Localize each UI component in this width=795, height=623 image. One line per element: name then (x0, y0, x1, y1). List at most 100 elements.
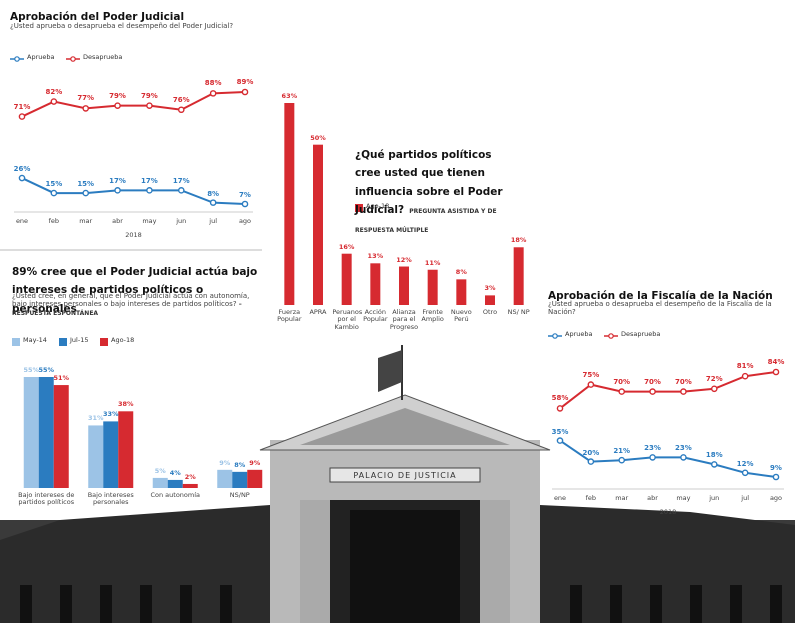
bar (53, 385, 69, 488)
x-tick-label: jul (741, 494, 749, 502)
point (82, 189, 90, 197)
point (710, 385, 718, 393)
x-tick-label: ago (238, 217, 252, 225)
legend-swatch (100, 338, 108, 346)
value-label: 31% (87, 414, 104, 423)
x-tick-label: mar (615, 494, 629, 502)
legend-marker (552, 333, 558, 339)
point (209, 199, 217, 206)
point (649, 388, 656, 395)
x-tick-label: APRA (309, 308, 327, 316)
legend-label: Jul-15 (70, 336, 89, 344)
chart-subtitle-block: ¿Usted aprueba o desaprueba el desempeño… (10, 22, 245, 30)
bar (399, 266, 409, 305)
bar (370, 263, 381, 305)
legend-label: Desaprueba (621, 330, 661, 338)
value-label: 9% (219, 458, 231, 467)
chart-title: ¿Qué partidos políticos cree usted que t… (355, 149, 503, 217)
x-tick-label: ene (15, 217, 29, 225)
point (649, 454, 656, 461)
bar (38, 377, 54, 488)
value-label: 4% (169, 468, 181, 477)
value-label: 70% (644, 377, 661, 386)
value-label: 72% (705, 374, 723, 383)
point (177, 187, 185, 194)
point (50, 98, 58, 105)
chart-header: 89% cree que el Poder Judicial actúa baj… (12, 261, 267, 316)
value-label: 2% (184, 472, 196, 481)
line (21, 91, 246, 118)
value-label: 12% (396, 255, 412, 264)
value-label: 11% (424, 258, 441, 267)
x-tick-label: Peruanos por el Kambio (332, 308, 363, 331)
chart-header: Aprobación del Poder Judicial (10, 6, 260, 24)
value-label: 88% (204, 79, 222, 88)
building-photo (0, 345, 795, 623)
point (710, 461, 718, 468)
legend-swatch (355, 204, 363, 212)
x-tick-label: ago (769, 494, 783, 502)
point (146, 187, 153, 194)
value-label: 55% (23, 366, 40, 374)
point (741, 469, 749, 477)
x-tick-label: Alianza para el Progreso (389, 308, 419, 331)
point (772, 473, 780, 481)
x-axis-label: 2018 (125, 231, 142, 239)
bar (167, 479, 183, 488)
value-label: 23% (644, 444, 661, 453)
point (618, 456, 626, 464)
value-label: 79% (109, 91, 126, 100)
value-label: 55% (38, 366, 55, 374)
value-label: 15% (77, 180, 95, 189)
point (680, 454, 687, 461)
chart-header: ¿Qué partidos políticos cree usted que t… (355, 144, 520, 236)
value-label: 17% (172, 177, 190, 186)
bar (456, 279, 467, 305)
point (241, 200, 249, 208)
value-label: 50% (310, 133, 326, 142)
value-label: 16% (338, 242, 355, 251)
value-label: 21% (613, 447, 631, 456)
value-label: 33% (102, 410, 119, 419)
chart-title: 89% cree que el Poder Judicial actúa baj… (12, 266, 258, 315)
point (556, 405, 564, 412)
building-sign: PALACIO DE JUSTICIA (353, 471, 457, 480)
x-tick-label: Acción Popular (363, 308, 388, 324)
value-label: 7% (239, 191, 251, 199)
value-label: 18% (510, 236, 527, 245)
bar (513, 247, 524, 305)
x-tick-label: Fuerza Popular (277, 308, 302, 324)
legend-label: May-14 (23, 336, 47, 344)
bar (247, 469, 263, 488)
value-label: 17% (109, 177, 126, 186)
x-tick-label: Bajo intereses de partidos políticos (18, 491, 75, 507)
value-label: 71% (13, 102, 31, 111)
chart-note: PREGUNTA ASISTIDA Y DE RESPUESTA MÚLTIPL… (355, 208, 497, 234)
point (18, 113, 26, 120)
line (21, 177, 246, 205)
x-tick-label: jul (209, 217, 217, 225)
chart-note: – RESPUESTA ESPONTÁNEA (12, 301, 242, 317)
bar (23, 377, 39, 488)
legend-swatch (12, 338, 20, 346)
x-tick-label: jun (709, 494, 720, 502)
chart-title: Aprobación del Poder Judicial (10, 11, 185, 23)
point (556, 437, 564, 444)
point (618, 388, 626, 395)
value-label: 51% (53, 374, 70, 383)
x-tick-label: abr (647, 494, 658, 502)
bar (485, 295, 495, 305)
value-label: 20% (582, 448, 600, 457)
bar (118, 411, 134, 488)
x-tick-label: feb (585, 494, 597, 502)
value-label: 9% (249, 458, 261, 467)
x-tick-label: Bajo intereses personales (87, 491, 134, 507)
value-label: 58% (551, 394, 569, 403)
value-label: 23% (675, 444, 692, 453)
legend-swatch (59, 338, 67, 346)
point (114, 187, 121, 194)
line (559, 439, 777, 478)
value-label: 18% (705, 451, 723, 460)
legend-label: Aprueba (27, 53, 55, 61)
